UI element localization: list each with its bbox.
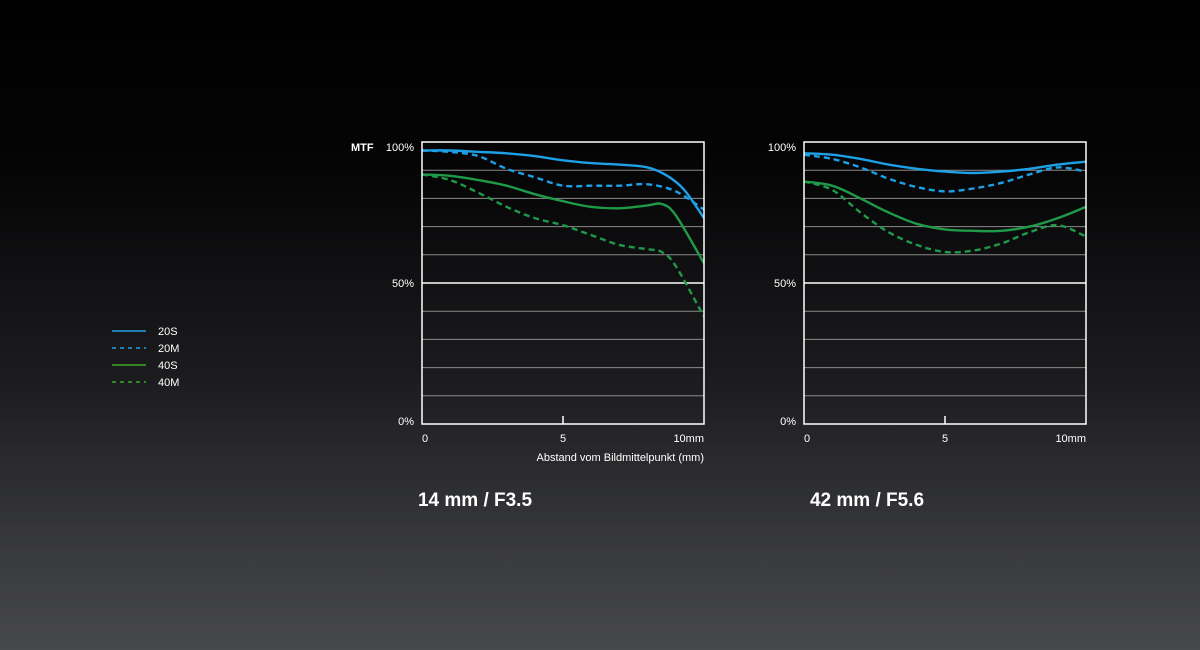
chart-14mm-series-20s (421, 149, 705, 219)
chart-42mm-x-tick-10: 10mm (1055, 433, 1086, 445)
chart-14mm-curves (421, 149, 706, 318)
chart-42mm-curves (803, 152, 1087, 254)
chart-14mm-grid (422, 169, 704, 397)
chart-42mm-series-20m (803, 153, 1087, 193)
chart-14mm-caption: 14 mm / F3.5 (418, 490, 532, 511)
legend-label-40m: 40M (158, 377, 179, 389)
chart-42mm-x-tick-0: 0 (804, 433, 810, 445)
chart-14mm-y-tick-50: 50% (392, 278, 414, 290)
legend-label-20m: 20M (158, 343, 179, 355)
chart-14mm-series-40m (421, 173, 706, 318)
chart-42mm-y-tick-50: 50% (774, 278, 796, 290)
chart-14mm-x-tick-10: 10mm (673, 433, 704, 445)
legend: 20S 20M 40S 40M (112, 326, 179, 389)
legend-label-40s: 40S (158, 360, 178, 372)
chart-14mm-x-axis-label: Abstand vom Bildmittelpunkt (mm) (537, 452, 705, 464)
legend-label-20s: 20S (158, 326, 178, 338)
chart-42mm-x-tick-5: 5 (942, 433, 948, 445)
chart-14mm-y-tick-0: 0% (398, 416, 414, 428)
chart-42mm-y-tick-100: 100% (768, 142, 796, 154)
chart-14mm-y-tick-100: 100% (386, 142, 414, 154)
chart-42mm: 100% 50% 0% 0 5 10mm 42 mm / F5.6 (768, 141, 1087, 511)
chart-14mm: 100% 50% 0% 0 5 10mm Abstand vom Bildmit… (386, 141, 706, 511)
chart-14mm-series-40s (421, 173, 706, 264)
chart-42mm-series-40s (803, 180, 1087, 233)
chart-42mm-series-20s (803, 152, 1087, 175)
chart-42mm-caption: 42 mm / F5.6 (810, 490, 924, 511)
chart-42mm-series-40m (803, 180, 1087, 254)
chart-42mm-y-tick-0: 0% (780, 416, 796, 428)
chart-14mm-x-tick-0: 0 (422, 433, 428, 445)
mtf-axis-title: MTF (351, 142, 374, 154)
chart-14mm-x-tick-5: 5 (560, 433, 566, 445)
chart-42mm-grid (804, 169, 1086, 397)
